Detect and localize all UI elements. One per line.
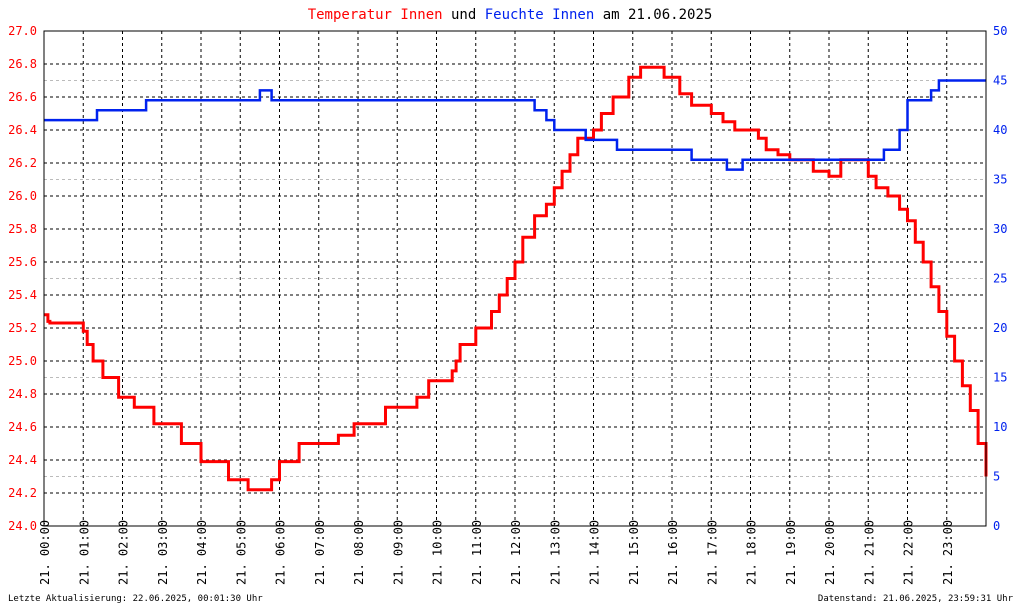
y-tick-label-left: 24.8 — [8, 387, 37, 401]
footer-data-status: Datenstand: 21.06.2025, 23:59:31 Uhr — [818, 594, 1014, 604]
x-tick-label: 21. 06:00 — [274, 520, 288, 585]
x-tick-label: 21. 22:00 — [902, 520, 916, 585]
y-axis-right: 0 5 10 15 20 25 30 35 40 45 50 — [993, 24, 1007, 533]
y-tick-label-left: 26.0 — [8, 189, 37, 203]
title-temperature: Temperatur Innen — [308, 7, 443, 23]
y-tick-label-left: 26.6 — [8, 90, 37, 104]
chart-title: Temperatur Innen und Feuchte Innen am 21… — [308, 7, 713, 23]
y-tick-label-left: 26.8 — [8, 57, 37, 71]
temperature-line — [44, 65, 988, 492]
y-tick-label-left: 24.4 — [8, 453, 37, 467]
y-tick-label-left: 25.4 — [8, 288, 37, 302]
x-tick-label: 21. 18:00 — [745, 520, 759, 585]
footer-last-update: Letzte Aktualisierung: 22.06.2025, 00:01… — [8, 594, 263, 604]
y-tick-label-left: 25.0 — [8, 354, 37, 368]
y-tick-label-right: 0 — [993, 519, 1000, 533]
x-tick-label: 21. 07:00 — [313, 520, 327, 585]
x-tick-label: 21. 12:00 — [509, 520, 523, 585]
x-tick-label: 21. 20:00 — [823, 520, 837, 585]
humidity-line — [44, 79, 986, 171]
y-tick-label-right: 15 — [993, 371, 1007, 385]
x-tick-label: 21. 04:00 — [195, 520, 209, 585]
x-tick-label: 21. 21:00 — [862, 520, 876, 585]
x-tick-label: 21. 23:00 — [941, 520, 955, 585]
x-tick-label: 21. 19:00 — [784, 520, 798, 585]
y-tick-label-right: 10 — [993, 420, 1007, 434]
x-tick-label: 21. 08:00 — [352, 520, 366, 585]
x-tick-label: 21. 16:00 — [666, 520, 680, 585]
x-tick-label: 21. 13:00 — [548, 520, 562, 585]
y-tick-label-left: 24.6 — [8, 420, 37, 434]
y-tick-label-right: 45 — [993, 74, 1007, 88]
series-layer — [44, 65, 988, 492]
x-tick-label: 21. 17:00 — [705, 520, 719, 585]
x-tick-label: 21. 09:00 — [391, 520, 405, 585]
y-tick-label-right: 35 — [993, 173, 1007, 187]
x-tick-label: 21. 14:00 — [588, 520, 602, 585]
y-tick-label-left: 24.2 — [8, 486, 37, 500]
y-tick-label-right: 30 — [993, 222, 1007, 236]
x-tick-label: 21. 00:00 — [38, 520, 52, 585]
title-humidity: Feuchte Innen — [485, 7, 595, 23]
title-connector: und — [451, 7, 476, 23]
x-tick-label: 21. 10:00 — [431, 520, 445, 585]
y-axis-left: 24.0 24.2 24.4 24.6 24.8 25.0 25.2 25.4 25.6 25.8… — [8, 24, 37, 533]
y-tick-label-right: 50 — [993, 24, 1007, 38]
y-tick-label-left: 25.6 — [8, 255, 37, 269]
x-tick-label: 21. 01:00 — [77, 520, 91, 585]
plot-frame — [43, 30, 987, 527]
title-date: am 21.06.2025 — [603, 7, 713, 23]
x-axis: 21. 00:00 21. 01:00 21. 02:00 21. 03:00 21. … — [38, 520, 955, 585]
x-tick-label: 21. 02:00 — [117, 520, 131, 585]
y-tick-label-left: 27.0 — [8, 24, 37, 38]
x-tick-label: 21. 05:00 — [234, 520, 248, 585]
x-tick-label: 21. 11:00 — [470, 520, 484, 585]
y-tick-label-left: 25.2 — [8, 321, 37, 335]
y-tick-label-left: 25.8 — [8, 222, 37, 236]
y-tick-label-right: 25 — [993, 272, 1007, 286]
x-tick-label: 21. 03:00 — [156, 520, 170, 585]
y-tick-label-left: 24.0 — [8, 519, 37, 533]
y-tick-label-left: 26.4 — [8, 123, 37, 137]
x-tick-label: 21. 15:00 — [627, 520, 641, 585]
y-tick-label-right: 20 — [993, 321, 1007, 335]
y-tick-label-right: 40 — [993, 123, 1007, 137]
y-tick-label-left: 26.2 — [8, 156, 37, 170]
y-tick-label-right: 5 — [993, 470, 1000, 484]
